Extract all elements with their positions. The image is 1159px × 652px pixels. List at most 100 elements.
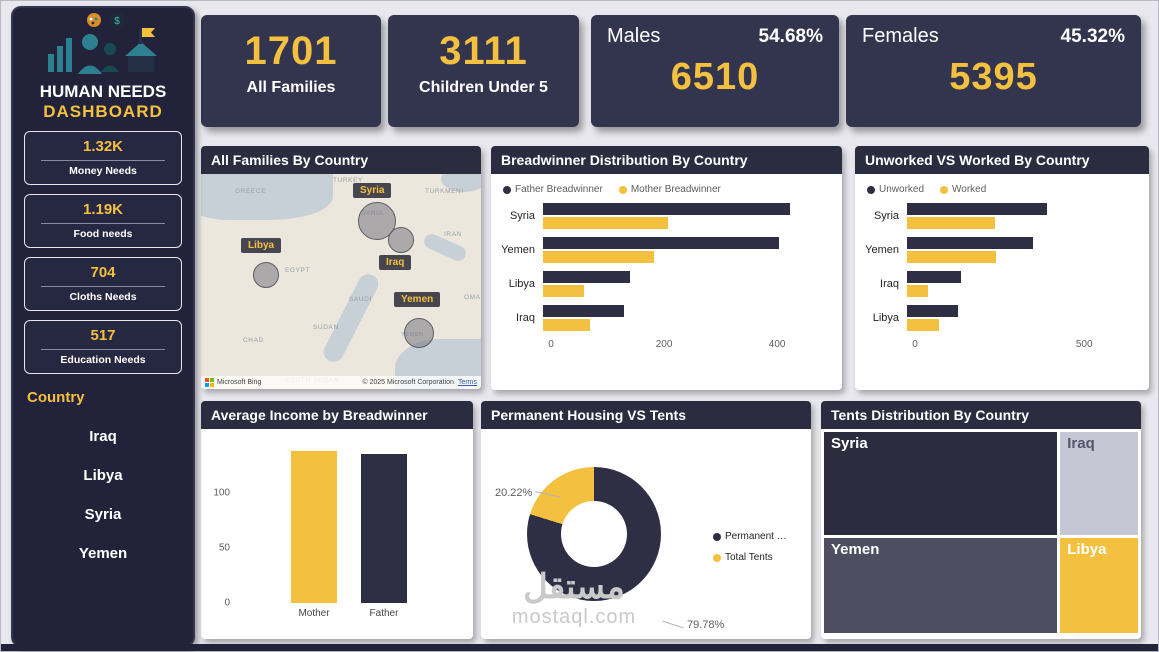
all-families-label: All Families [246, 79, 336, 96]
bar-group-libya: Libya [501, 271, 828, 297]
need-card-cloths-needs: 704 Cloths Needs [24, 257, 182, 312]
bar-mother[interactable] [291, 450, 337, 603]
need-label: Food needs [73, 228, 133, 241]
map-tag-iraq[interactable]: Iraq [379, 255, 412, 270]
legend-dot [503, 185, 511, 194]
copyright-text: © 2025 Microsoft Corporation [362, 379, 454, 386]
terms-link[interactable]: Terms [457, 379, 477, 386]
divider [41, 160, 165, 162]
bar-libya-father[interactable] [543, 271, 631, 283]
need-card-food-needs: 1.19K Food needs [24, 194, 182, 249]
bar-iraq-worked[interactable] [907, 285, 929, 297]
treemap-tile-libya[interactable]: Libya [1060, 537, 1138, 633]
treemap-tile-syria[interactable]: Syria [824, 432, 1058, 535]
males-percent: 54.68% [758, 26, 823, 47]
bar-iraq-father[interactable] [543, 305, 625, 317]
bar-plot: Syria Yemen Libya Iraq [501, 203, 828, 331]
bar-iraq-unworked[interactable] [907, 271, 962, 283]
map-bubble-iraq[interactable] [388, 227, 414, 253]
sidebar: $ HUMAN NEEDS DASHBOARD 1.32K Money Needs… [11, 6, 195, 647]
category-label: Syria [509, 210, 535, 222]
geo-label: TURKEY [333, 177, 363, 184]
legend-label: Mother Breadwinner [630, 184, 721, 195]
treemap-tile-yemen[interactable]: Yemen [824, 537, 1058, 633]
map-provider: Microsoft Bing [217, 379, 262, 386]
y-tick: 0 [224, 597, 230, 609]
donut-chart[interactable] [527, 467, 661, 601]
map-water-caspian [441, 174, 481, 192]
need-value: 704 [90, 264, 116, 282]
bar-yemen-mother[interactable] [543, 251, 654, 263]
map-attribution-bar: Microsoft Bing © 2025 Microsoft Corporat… [201, 376, 481, 389]
treemap-label: Yemen [831, 540, 880, 558]
country-filter-title: Country [27, 389, 85, 407]
map-tag-libya[interactable]: Libya [241, 238, 282, 253]
bar-syria-worked[interactable] [907, 217, 995, 229]
geo-label: IRAN [444, 231, 462, 238]
sidebar-item-yemen[interactable]: Yemen [78, 545, 128, 563]
legend-dot [867, 185, 875, 194]
geo-label: OMA [464, 294, 481, 301]
category-label: Syria [873, 210, 899, 222]
legend-item-mother-breadwinner: Mother Breadwinner [618, 184, 721, 195]
bar-yemen-father[interactable] [543, 237, 779, 249]
bar-iraq-mother[interactable] [543, 319, 590, 331]
legend-dot [618, 185, 627, 194]
panel-tents-distribution: Tents Distribution By Country Syria Iraq Y… [821, 401, 1141, 639]
x-axis: 0 200 400 [548, 339, 828, 353]
bar-syria-father[interactable] [543, 203, 791, 215]
sidebar-item-syria[interactable]: Syria [84, 506, 122, 524]
legend-item-worked: Worked [940, 184, 986, 195]
chart-legend: Permanent … Total Tents [713, 531, 787, 563]
bar-group-yemen: Yemen [865, 237, 1135, 263]
map-bubble-libya[interactable] [253, 262, 279, 288]
country-filter: Country Iraq Libya Syria Yemen [13, 389, 193, 584]
legend-item-permanent: Permanent … [713, 531, 787, 542]
bar-libya-worked[interactable] [907, 319, 939, 331]
bar-yemen-unworked[interactable] [907, 237, 1034, 249]
category-label: Father [369, 608, 399, 619]
people-house-icon: $ [48, 13, 157, 74]
treemap-label: Libya [1067, 540, 1107, 558]
svg-text:$: $ [114, 16, 120, 27]
females-value: 5395 [949, 56, 1038, 98]
all-families-value: 1701 [244, 29, 338, 73]
sidebar-item-libya[interactable]: Libya [83, 467, 123, 485]
bar-libya-mother[interactable] [543, 285, 584, 297]
needs-list: 1.32K Money Needs 1.19K Food needs 704 Cloths… [24, 131, 182, 383]
dashboard-title: HUMAN NEEDS DASHBOARD [40, 82, 167, 121]
bar-group-syria: Syria [865, 203, 1135, 229]
treemap-tile-iraq[interactable]: Iraq [1060, 432, 1138, 535]
children-under5-value: 3111 [439, 29, 528, 73]
y-tick: 50 [218, 542, 230, 554]
microsoft-logo-icon [205, 378, 214, 387]
need-label: Money Needs [69, 165, 137, 178]
need-value: 1.32K [82, 138, 124, 156]
income-panel-title: Average Income by Breadwinner [201, 401, 473, 429]
bar-syria-unworked[interactable] [907, 203, 1048, 215]
bar-libya-unworked[interactable] [907, 305, 958, 317]
map-tag-syria[interactable]: Syria [353, 183, 392, 198]
legend-item-total-tents: Total Tents [713, 552, 787, 563]
map-bubble-yemen[interactable] [404, 318, 434, 348]
bar-syria-mother[interactable] [543, 217, 669, 229]
legend-label: Total Tents [725, 552, 773, 563]
tents-panel-title: Tents Distribution By Country [821, 401, 1141, 429]
bar-yemen-worked[interactable] [907, 251, 997, 263]
females-label: Females [862, 25, 939, 47]
card-females: Females 45.32% 5395 [846, 15, 1141, 127]
sidebar-item-iraq[interactable]: Iraq [89, 428, 117, 446]
map[interactable]: GREECE TURKEY TURKMENI IRAN EGYPT SUDAN … [201, 174, 481, 389]
dashboard-title-line1: HUMAN NEEDS [39, 82, 167, 101]
dashboard-title-line2: DASHBOARD [43, 101, 163, 121]
x-tick: 400 [768, 339, 786, 350]
legend-label: Unworked [879, 184, 925, 195]
tents-treemap: Syria Iraq Yemen Libya [821, 429, 1141, 636]
country-list: Iraq Libya Syria Yemen [13, 428, 193, 562]
map-tag-yemen[interactable]: Yemen [394, 292, 441, 307]
bar-father[interactable] [361, 454, 407, 603]
donut-label-permanent: 79.78% [687, 619, 725, 631]
legend-label: Father Breadwinner [515, 184, 603, 195]
divider [41, 286, 165, 288]
need-label: Education Needs [60, 354, 146, 367]
